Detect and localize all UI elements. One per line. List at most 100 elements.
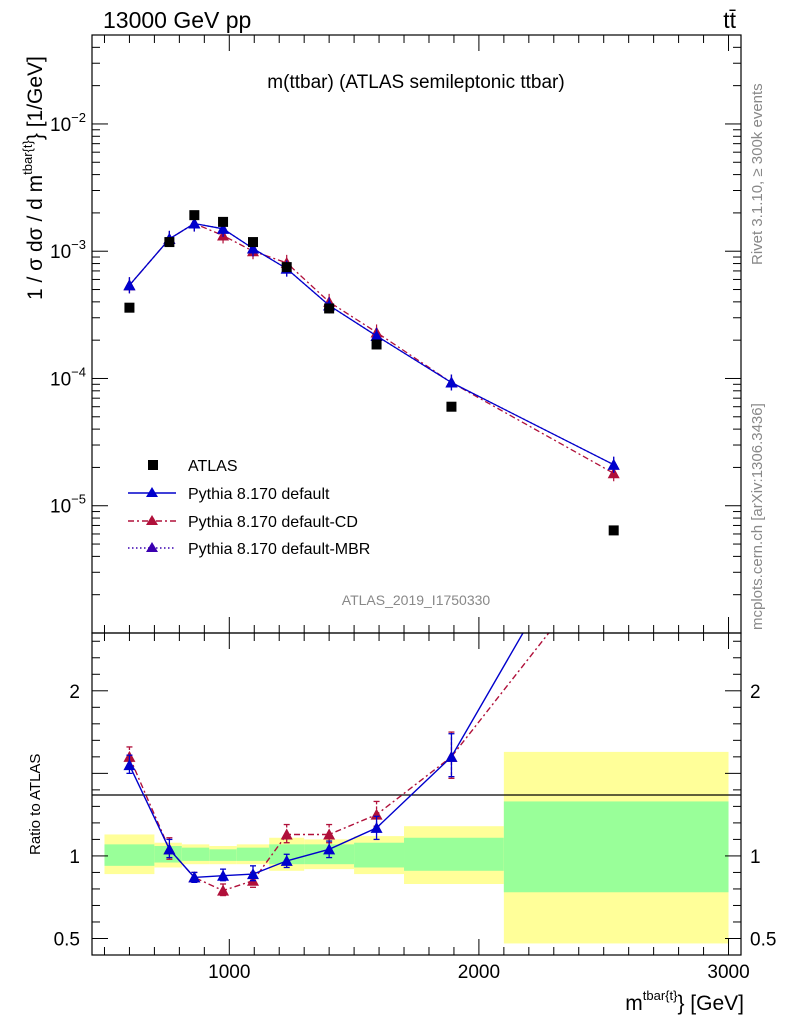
ratio-ytick-label-right: 2 xyxy=(750,682,761,703)
legend-label-default: Pythia 8.170 default xyxy=(188,486,330,503)
main-ytick-label: 10−3 xyxy=(50,237,86,263)
ratio-ylabel: Ratio to ATLAS xyxy=(27,754,44,855)
ratio-marker-default xyxy=(370,821,383,833)
atlas-data-point xyxy=(248,237,259,248)
ratio-xtick-label: 3000 xyxy=(707,962,749,983)
ratio-marker-default xyxy=(280,854,293,866)
ratio-marker-default xyxy=(163,843,176,855)
legend-marker-cd xyxy=(146,515,158,525)
xlabel-sup: tbar{t} xyxy=(643,988,678,1003)
main-ytick-label: 10−2 xyxy=(50,110,86,136)
atlas-data-point xyxy=(446,401,457,412)
ratio-marker-default xyxy=(123,759,136,771)
legend-marker-atlas xyxy=(148,460,158,470)
main-axis-ticks xyxy=(92,34,741,634)
main-line-dashdot xyxy=(128,222,615,474)
ratio-axis-ticks xyxy=(92,633,741,955)
atlas-data-point xyxy=(608,525,619,536)
legend-label-atlas: ATLAS xyxy=(188,458,238,475)
main-ylabel-text: 1 / σ dσ / d m xyxy=(24,175,47,300)
main-marker-solid xyxy=(445,376,458,388)
ratio-xlabel: mtbar{t}} [GeV] xyxy=(625,988,744,1015)
main-marker-solid xyxy=(370,329,383,341)
main-line-solid xyxy=(128,222,614,466)
main-marker-solid xyxy=(217,222,230,234)
ytick-exp: −3 xyxy=(71,237,86,252)
atlas-data-point xyxy=(324,303,335,314)
main-marker-solid xyxy=(123,279,136,291)
ratio-ytick-label-left: 2 xyxy=(69,682,80,703)
main-data-points xyxy=(124,210,619,536)
ratio-ytick-label-right: 0.5 xyxy=(750,929,776,950)
ratio-marker-default xyxy=(188,871,201,883)
main-ylabel: 1 / σ dσ / d mtbar{t}} [1/GeV] xyxy=(20,56,47,300)
ratio-ytick-label-left: 0.5 xyxy=(54,929,80,950)
ytick-exp: −5 xyxy=(71,492,86,507)
ratio-band-inner xyxy=(404,837,504,871)
ratio-tick-labels: 0.5 0.5 1 1 2 2 1000 2000 3000 xyxy=(54,682,777,983)
ratio-uncertainty-bands xyxy=(104,751,729,944)
atlas-data-point xyxy=(371,339,382,350)
main-marker-solid xyxy=(247,242,260,254)
ratio-marker-cd xyxy=(217,884,230,896)
ratio-band-inner xyxy=(354,842,405,868)
ratio-panel: 0.5 0.5 1 1 2 2 1000 2000 3000 Ratio to ATLAS mt… xyxy=(27,632,777,1015)
ytick-base: 10 xyxy=(50,115,71,136)
ytick-exp: −2 xyxy=(71,110,86,125)
ytick-base: 10 xyxy=(50,497,71,518)
ratio-xtick-label: 1000 xyxy=(208,962,250,983)
main-ytick-labels: 10−210−310−410−5 xyxy=(50,110,86,518)
legend-marker-default xyxy=(146,487,158,497)
legend-item-cd: Pythia 8.170 default-CD xyxy=(128,514,358,531)
legend-item-mbr: Pythia 8.170 default-MBR xyxy=(128,541,370,558)
xlabel-text: m xyxy=(625,992,643,1015)
atlas-data-point xyxy=(189,210,200,221)
legend: ATLAS Pythia 8.170 default Pythia 8.170 … xyxy=(128,458,370,558)
atlas-data-point xyxy=(124,302,135,313)
ratio-band-inner xyxy=(104,844,155,866)
ratio-marker-cd xyxy=(323,828,336,840)
ratio-band-inner xyxy=(209,849,237,861)
ratio-band-inner xyxy=(236,847,270,861)
legend-label-cd: Pythia 8.170 default-CD xyxy=(188,514,358,531)
xlabel-tail: } [GeV] xyxy=(677,992,744,1015)
ytick-exp: −4 xyxy=(71,364,86,379)
ratio-marker-cd xyxy=(280,828,293,840)
process-label: tt̄ xyxy=(723,7,736,33)
ratio-curves xyxy=(123,633,550,897)
main-ytick-label: 10−5 xyxy=(50,492,86,518)
rivet-label: Rivet 3.1.10, ≥ 300k events xyxy=(749,83,766,265)
ratio-marker-default xyxy=(217,869,230,881)
ratio-ytick-label-right: 1 xyxy=(750,847,761,868)
main-marker-solid xyxy=(188,217,201,229)
mcplots-label: mcplots.cern.ch [arXiv:1306.3436] xyxy=(749,403,766,630)
main-ylabel-sup: tbar{t} xyxy=(20,140,35,175)
legend-item-atlas: ATLAS xyxy=(148,458,238,475)
main-ylabel-tail: } [1/GeV] xyxy=(24,56,47,140)
main-title: m(ttbar) (ATLAS semileptonic ttbar) xyxy=(267,72,564,93)
legend-label-mbr: Pythia 8.170 default-MBR xyxy=(188,541,370,558)
main-ytick-label: 10−4 xyxy=(50,364,86,390)
ytick-base: 10 xyxy=(50,369,71,390)
main-panel: 10−210−310−410−5 m(ttbar) (ATLAS semilep… xyxy=(20,34,742,634)
ratio-line-default xyxy=(128,633,524,879)
ratio-band-inner xyxy=(503,801,729,893)
ratio-ytick-label-left: 1 xyxy=(69,847,80,868)
energy-label: 13000 GeV pp xyxy=(103,7,251,33)
atlas-data-point xyxy=(218,216,229,227)
analysis-id: ATLAS_2019_I1750330 xyxy=(342,592,491,608)
ratio-band-inner xyxy=(181,847,210,861)
ratio-marker-default xyxy=(247,868,260,880)
legend-marker-mbr xyxy=(146,542,158,552)
atlas-data-point xyxy=(281,262,292,273)
main-marker-dashdot xyxy=(607,467,620,479)
legend-item-default: Pythia 8.170 default xyxy=(128,486,330,503)
ratio-xtick-label: 2000 xyxy=(458,962,500,983)
main-marker-solid xyxy=(607,458,620,470)
ratio-marker-default xyxy=(323,843,336,855)
ratio-curve-group xyxy=(123,633,550,897)
ratio-frame xyxy=(91,632,742,956)
atlas-data-point xyxy=(164,237,175,248)
ratio-marker-default xyxy=(445,750,458,762)
